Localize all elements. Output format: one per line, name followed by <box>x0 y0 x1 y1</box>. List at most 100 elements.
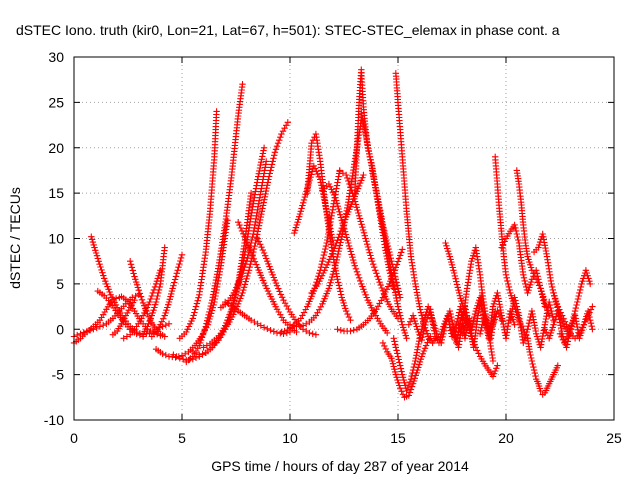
data-point-marker <box>92 247 99 254</box>
data-point-marker <box>558 333 565 340</box>
data-point-marker <box>534 279 541 286</box>
data-point-marker <box>253 182 260 189</box>
y-tick-label: 5 <box>56 276 64 292</box>
data-point-marker <box>167 293 174 300</box>
data-point-marker <box>489 373 497 380</box>
series-points <box>513 167 553 319</box>
data-point-marker <box>279 294 286 301</box>
data-point-marker <box>541 326 549 333</box>
data-point-marker <box>337 211 344 218</box>
data-point-marker <box>452 275 459 282</box>
data-point-marker <box>146 298 153 306</box>
data-point-marker <box>336 208 343 215</box>
data-point-marker <box>270 274 277 281</box>
data-point-marker <box>399 371 406 378</box>
data-point-marker <box>338 294 345 301</box>
data-point-marker <box>524 253 531 260</box>
data-point-marker <box>192 303 200 310</box>
data-point-marker <box>379 221 386 228</box>
data-point-marker <box>589 303 596 310</box>
data-point-marker <box>128 264 136 271</box>
data-point-marker <box>300 196 308 204</box>
data-point-marker <box>339 222 347 229</box>
data-point-marker <box>427 333 434 340</box>
data-point-marker <box>133 330 140 337</box>
data-point-marker <box>98 266 105 274</box>
data-point-marker <box>446 307 453 315</box>
data-point-marker <box>551 292 558 299</box>
data-point-marker <box>262 282 269 289</box>
data-point-marker <box>185 323 193 330</box>
data-point-marker <box>542 244 549 252</box>
data-point-marker <box>454 331 462 338</box>
data-point-marker <box>415 340 422 348</box>
data-point-marker <box>259 150 267 157</box>
data-point-marker <box>397 315 405 322</box>
data-point-marker <box>240 230 247 237</box>
data-point-marker <box>147 315 154 322</box>
data-point-marker <box>366 153 374 160</box>
data-point-marker <box>276 288 283 295</box>
data-point-marker <box>270 328 277 335</box>
data-point-marker <box>249 203 256 210</box>
data-point-marker <box>90 326 97 333</box>
data-point-marker <box>522 331 530 338</box>
data-point-marker <box>383 286 390 293</box>
data-point-marker <box>247 317 255 324</box>
data-point-marker <box>349 254 356 261</box>
data-point-marker <box>405 392 412 399</box>
data-point-marker <box>327 183 334 190</box>
data-point-marker <box>450 267 457 274</box>
data-point-marker <box>456 289 463 297</box>
data-point-marker <box>388 355 395 362</box>
data-point-marker <box>391 341 399 348</box>
data-point-marker <box>376 206 383 214</box>
data-point-marker <box>468 326 475 333</box>
data-point-marker <box>411 317 418 325</box>
data-point-marker <box>152 301 159 308</box>
data-point-marker <box>537 285 544 292</box>
data-point-marker <box>587 306 595 313</box>
data-point-marker <box>395 288 402 295</box>
data-point-marker <box>127 258 134 265</box>
data-point-marker <box>148 292 155 300</box>
data-point-marker <box>314 280 322 288</box>
data-point-marker <box>586 309 593 316</box>
data-point-marker <box>273 143 281 150</box>
data-point-marker <box>523 283 530 291</box>
data-point-marker <box>320 251 327 259</box>
data-point-marker <box>537 387 544 395</box>
data-point-marker <box>451 272 459 280</box>
data-point-marker <box>247 249 255 257</box>
data-point-marker <box>409 312 417 319</box>
data-point-marker <box>394 303 402 310</box>
data-point-marker <box>389 360 397 367</box>
data-point-marker <box>413 323 420 330</box>
data-point-marker <box>230 289 237 297</box>
data-point-marker <box>263 255 270 262</box>
data-point-marker <box>237 295 244 302</box>
data-point-marker <box>448 313 455 321</box>
data-point-marker <box>364 241 371 248</box>
data-point-marker <box>506 286 513 294</box>
data-point-marker <box>274 140 282 147</box>
data-point-marker <box>334 203 341 210</box>
data-point-marker <box>191 309 198 316</box>
data-point-marker <box>576 289 583 297</box>
data-point-marker <box>454 315 461 322</box>
data-point-marker <box>235 219 242 226</box>
data-point-marker <box>89 238 97 246</box>
data-point-marker <box>124 309 131 317</box>
data-point-marker <box>511 321 518 328</box>
data-point-marker <box>233 284 240 291</box>
data-point-marker <box>206 308 213 316</box>
data-point-marker <box>526 348 533 356</box>
data-point-marker <box>533 276 540 283</box>
data-point-marker <box>260 147 267 154</box>
data-point-marker <box>440 330 447 337</box>
data-point-marker <box>328 273 336 281</box>
data-point-marker <box>357 277 364 285</box>
data-point-marker <box>416 358 424 366</box>
data-point-marker <box>204 317 211 324</box>
data-point-marker <box>319 258 326 265</box>
